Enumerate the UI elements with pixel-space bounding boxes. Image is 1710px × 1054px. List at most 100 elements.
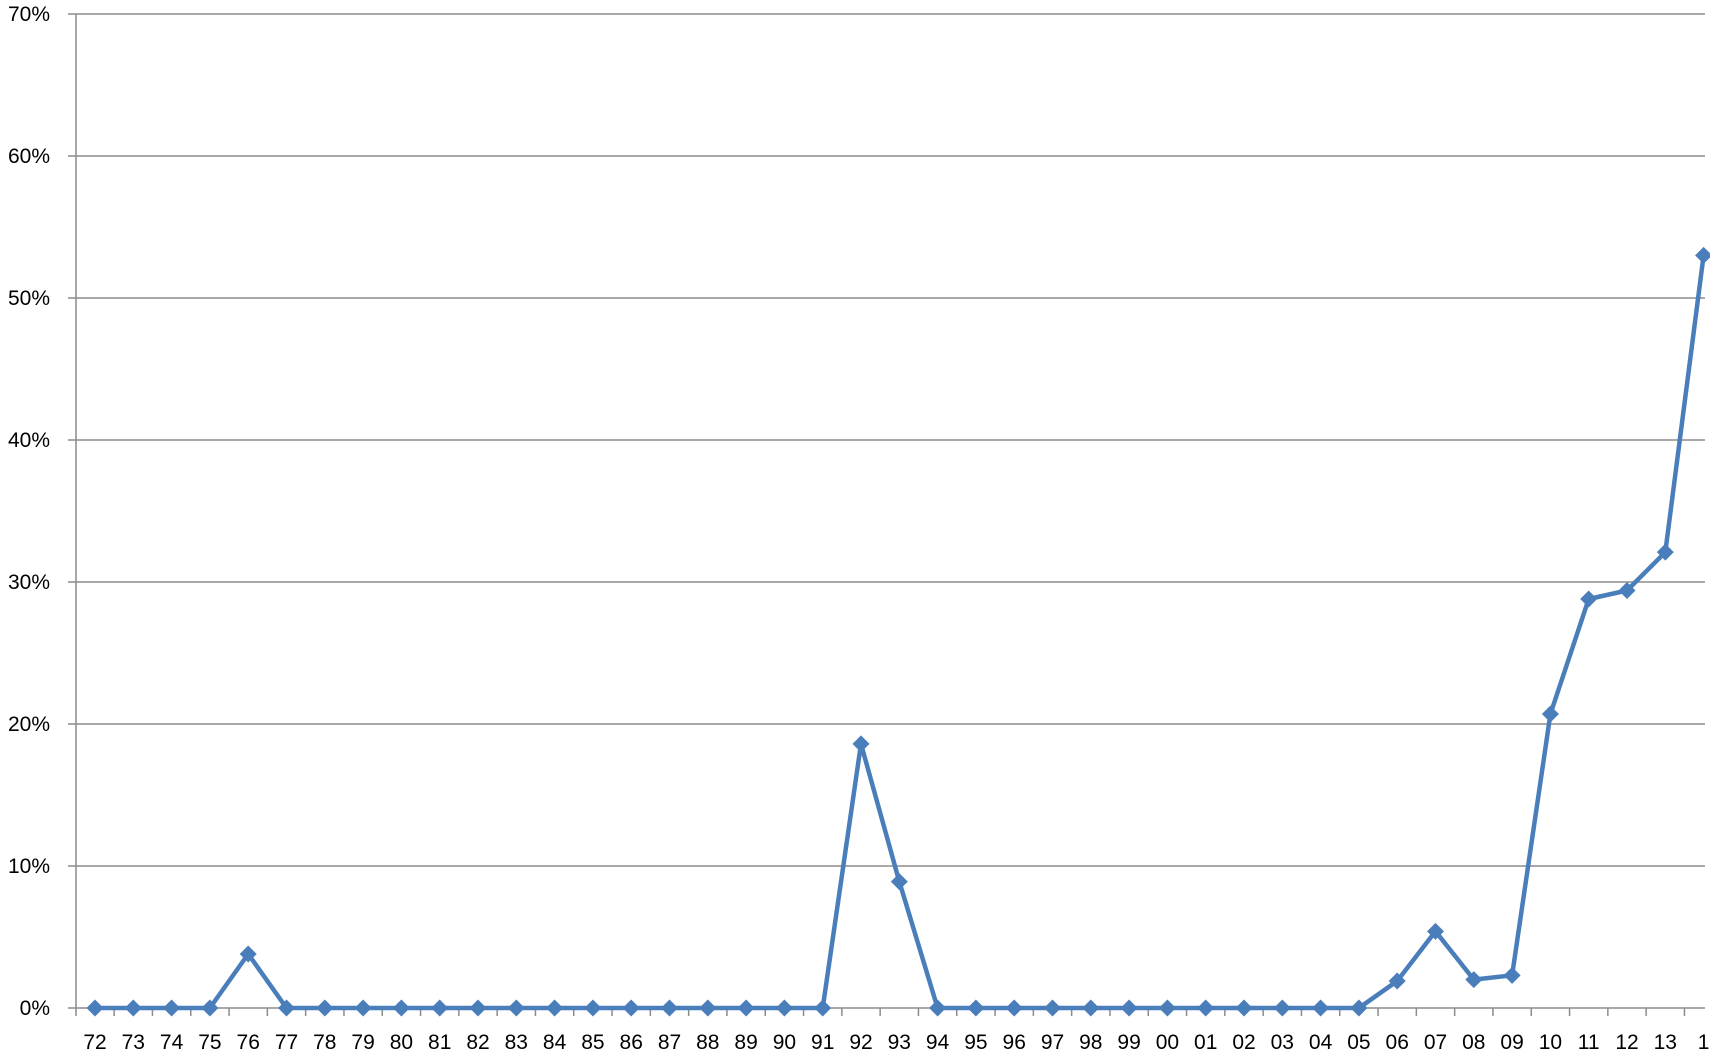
- x-tick-label: 90: [773, 1031, 796, 1054]
- y-axis-tick-labels: 0% 10% 20% 30% 40% 50% 60% 70%: [8, 3, 50, 1020]
- x-tick-label: 11: [1578, 1031, 1600, 1054]
- x-tick-label: 91: [811, 1031, 834, 1054]
- x-tick-label: 86: [620, 1031, 643, 1054]
- data-point: [1005, 999, 1023, 1017]
- x-tick-label: 09: [1500, 1031, 1523, 1054]
- x-tick-label: 75: [198, 1031, 221, 1054]
- x-tick-label: 84: [543, 1031, 567, 1054]
- data-point: [775, 999, 793, 1017]
- x-tick-label: 78: [313, 1031, 336, 1054]
- x-tick-label: 82: [466, 1031, 489, 1054]
- x-tick-label: 94: [926, 1031, 950, 1054]
- data-point: [1541, 705, 1559, 723]
- data-point: [737, 999, 755, 1017]
- x-tick-label: 74: [160, 1031, 184, 1054]
- x-tick-label: 01: [1194, 1031, 1217, 1054]
- y-tick-label: 50%: [8, 287, 50, 310]
- data-point: [1695, 246, 1710, 264]
- data-point: [278, 999, 295, 1017]
- data-point: [239, 945, 257, 963]
- data-point: [124, 999, 142, 1017]
- data-point: [584, 999, 602, 1017]
- x-tick-label: 89: [734, 1031, 757, 1054]
- data-point: [354, 999, 372, 1017]
- x-tick-label: 85: [581, 1031, 604, 1054]
- x-tick-label: 98: [1079, 1031, 1102, 1054]
- x-tick-label: 93: [888, 1031, 911, 1054]
- data-point: [1312, 999, 1330, 1017]
- x-tick-label: 79: [351, 1031, 374, 1054]
- x-tick-label: 00: [1156, 1031, 1179, 1054]
- x-tick-label: 03: [1271, 1031, 1294, 1054]
- x-tick-label: 81: [428, 1031, 451, 1054]
- data-point: [699, 999, 717, 1017]
- data-point: [661, 999, 678, 1017]
- x-tick-label: 10: [1539, 1031, 1562, 1054]
- data-point: [814, 999, 832, 1017]
- data-point: [201, 999, 219, 1017]
- data-point: [1044, 999, 1061, 1017]
- data-point: [469, 999, 487, 1017]
- y-tick-label: 70%: [8, 3, 50, 26]
- series-group: [86, 246, 1710, 1017]
- series-line: [92, 253, 1706, 1011]
- x-tick-label: 1: [1698, 1031, 1710, 1054]
- data-point: [1618, 582, 1636, 600]
- data-point: [86, 999, 104, 1017]
- data-point: [967, 999, 985, 1017]
- data-point: [1120, 999, 1138, 1017]
- x-tick-label: 80: [390, 1031, 413, 1054]
- data-point: [163, 999, 181, 1017]
- x-tick-label: 05: [1347, 1031, 1370, 1054]
- x-tick-label: 08: [1462, 1031, 1485, 1054]
- data-point: [1656, 543, 1674, 561]
- x-tick-label: 96: [1003, 1031, 1026, 1054]
- x-tick-label: 95: [964, 1031, 987, 1054]
- data-point: [546, 999, 564, 1017]
- data-point: [507, 999, 525, 1017]
- x-tick-label: 04: [1309, 1031, 1333, 1054]
- data-point: [1503, 966, 1521, 984]
- x-tick-label: 97: [1041, 1031, 1064, 1054]
- data-point: [316, 999, 334, 1017]
- x-tick-label: 06: [1386, 1031, 1409, 1054]
- data-point: [1197, 999, 1215, 1017]
- y-tick-label: 40%: [8, 429, 50, 452]
- x-tick-label: 87: [658, 1031, 681, 1054]
- data-point: [890, 873, 908, 891]
- data-point: [392, 999, 410, 1017]
- y-tick-label: 30%: [8, 571, 50, 594]
- x-tick-label: 92: [849, 1031, 872, 1054]
- x-tick-label: 88: [696, 1031, 719, 1054]
- data-point: [431, 999, 449, 1017]
- data-point: [1427, 922, 1444, 940]
- data-point: [1235, 999, 1253, 1017]
- data-point: [1158, 999, 1176, 1017]
- y-tick-label: 60%: [8, 145, 50, 168]
- data-point: [1082, 999, 1100, 1017]
- x-tick-label: 83: [505, 1031, 528, 1054]
- y-tick-label: 10%: [8, 855, 50, 878]
- x-tick-label: 12: [1615, 1031, 1638, 1054]
- x-tick-label: 73: [122, 1031, 145, 1054]
- x-tick-label: 72: [83, 1031, 106, 1054]
- x-tick-label: 77: [275, 1031, 298, 1054]
- x-tick-label: 76: [237, 1031, 260, 1054]
- x-tick-label: 07: [1424, 1031, 1447, 1054]
- data-point: [1580, 590, 1598, 608]
- gridlines: [68, 13, 1705, 1009]
- data-point: [1465, 971, 1483, 989]
- x-tick-label: 02: [1232, 1031, 1255, 1054]
- data-point: [1350, 999, 1368, 1017]
- x-tick-label: 13: [1654, 1031, 1677, 1054]
- data-point: [929, 999, 947, 1017]
- data-point: [1388, 972, 1406, 990]
- x-tick-label: 99: [1117, 1031, 1140, 1054]
- y-tick-label: 20%: [8, 713, 50, 736]
- x-axis-tick-labels: 72 73 74 75 76 77 78 79 80 81 82 83 84 85 86 87 88 89 90 91…: [83, 1031, 1709, 1054]
- y-tick-label: 0%: [20, 997, 50, 1020]
- data-point: [1273, 999, 1291, 1017]
- data-point: [622, 999, 640, 1017]
- data-point: [852, 735, 870, 753]
